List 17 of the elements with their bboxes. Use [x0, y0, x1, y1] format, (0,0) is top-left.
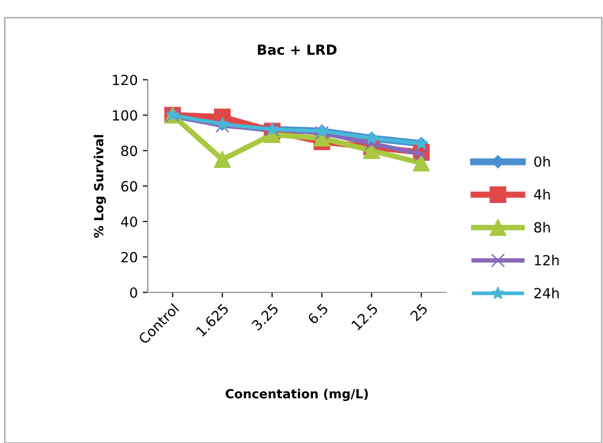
legend-label: 0h	[534, 156, 550, 167]
y-axis-title: % Log Survival	[94, 135, 106, 238]
y-tick-label: 60	[121, 181, 138, 192]
legend-label: 12h	[534, 254, 559, 266]
y-tick-label: 20	[121, 252, 138, 262]
legend-label: 4h	[534, 188, 550, 200]
legend-label: 24h	[534, 288, 559, 298]
chart-title: Bac + LRD	[258, 44, 337, 55]
y-tick-label: 100	[113, 110, 138, 121]
legend-label: 8h	[534, 222, 550, 233]
y-tick-label: 40	[121, 216, 138, 227]
y-tick-label: 120	[113, 74, 138, 86]
y-tick-label: 0	[130, 287, 138, 298]
x-tick-label: 25	[410, 303, 428, 322]
y-tick-label: 80	[121, 146, 138, 156]
x-tick-label: 6.5	[307, 303, 329, 325]
x-axis-title: Concentation (mg/L)	[226, 388, 368, 401]
